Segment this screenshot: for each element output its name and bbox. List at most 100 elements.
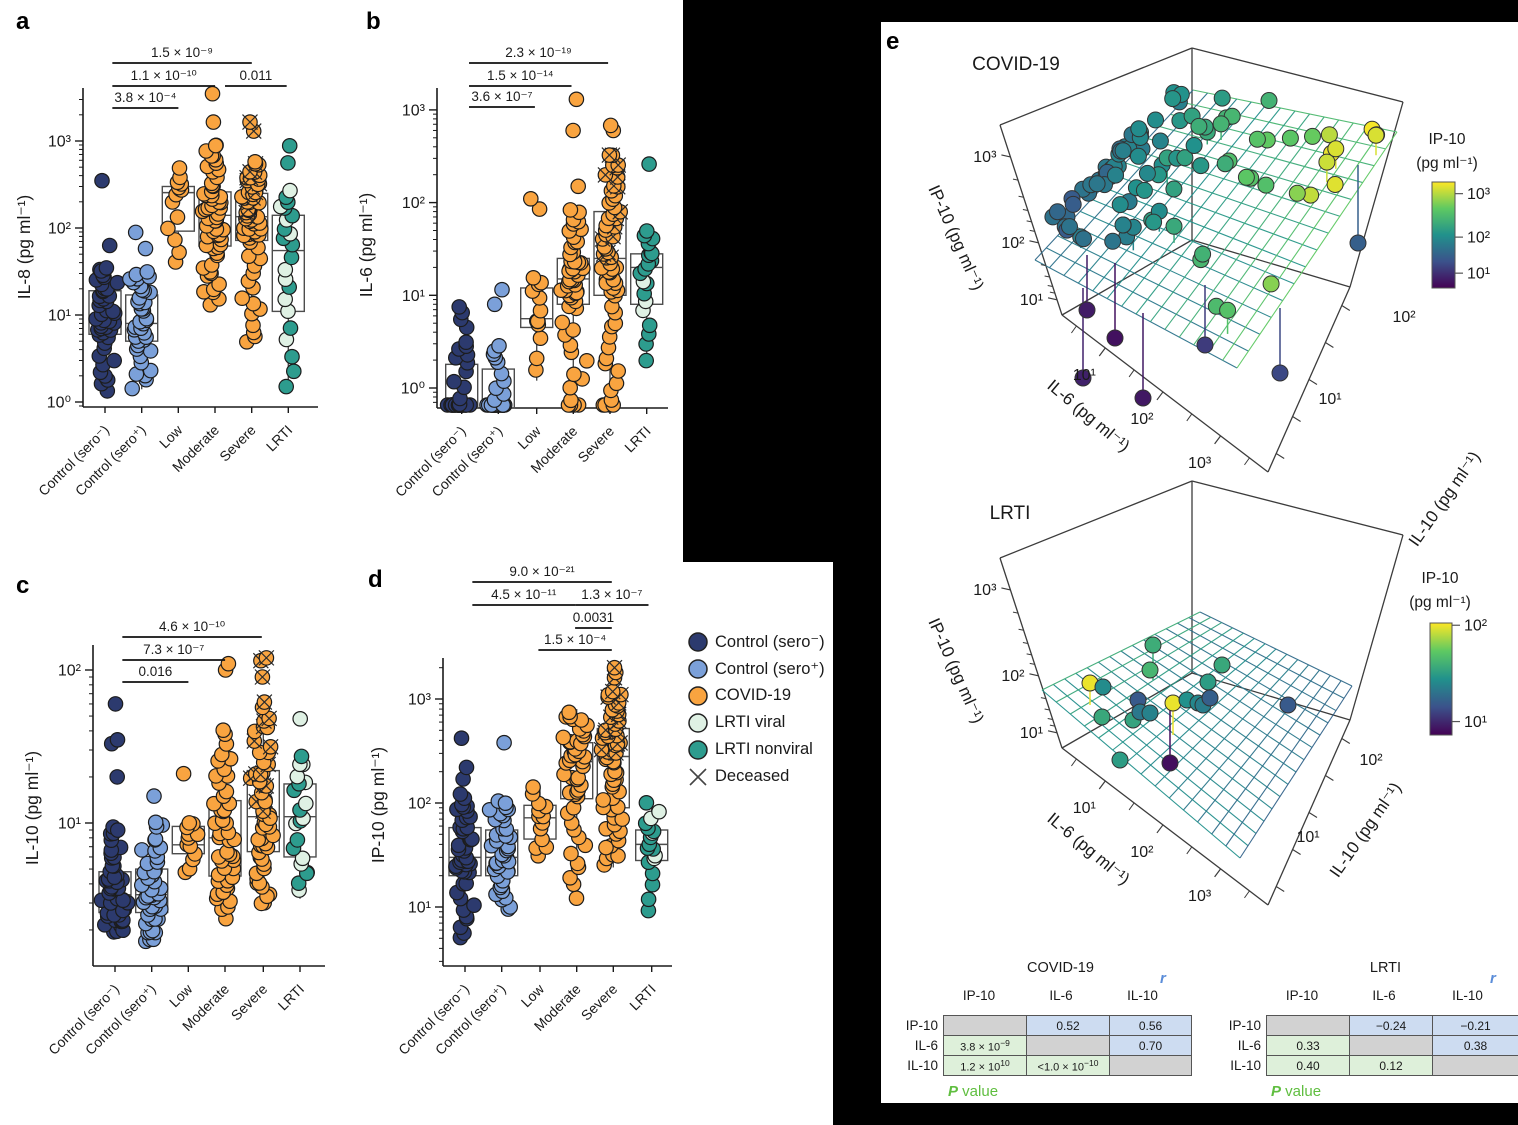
deceased-x-mark: [254, 669, 271, 685]
z-minor-tick: [1044, 275, 1050, 278]
il6-tick-label: 10¹: [1073, 367, 1096, 384]
y-axis-title: IL-8 (pg ml⁻¹): [14, 195, 34, 300]
y-tick-label: 10²: [408, 796, 432, 813]
table-title: COVID-19: [1027, 960, 1094, 976]
legend-swatch: [688, 631, 708, 652]
data-point: [566, 366, 582, 383]
x-category-label: Severe: [216, 422, 259, 465]
il10-axis-title: IL-10 (pg ml⁻¹): [1405, 448, 1484, 550]
data-point-3d: [1216, 155, 1234, 173]
legend-swatch-icon: [688, 658, 708, 679]
z-minor-tick: [1044, 708, 1050, 711]
p-value-label: P value: [948, 1083, 999, 1100]
z-tick-label: 10²: [1001, 235, 1025, 252]
data-point-3d: [1318, 153, 1336, 171]
data-point: [205, 114, 222, 130]
il10-tick: [1292, 416, 1301, 422]
legend-label: LRTI viral: [715, 713, 786, 731]
mesh-line: [1164, 116, 1325, 330]
data-point-3d: [1260, 92, 1278, 109]
mesh-line: [1098, 632, 1244, 739]
il6-minor-tick: [1071, 758, 1077, 767]
il10-tick: [1325, 775, 1334, 781]
legend-label: LRTI nonviral: [715, 740, 813, 758]
table-cell: 0.33: [1266, 1035, 1350, 1056]
colorbar-tick-label: 10²: [1467, 230, 1491, 247]
table-row-header: IP-10: [1228, 1018, 1261, 1033]
z-minor-tick: [1040, 697, 1046, 700]
data-point: [284, 348, 300, 365]
data-point: [497, 795, 514, 811]
z-minor-tick: [1049, 724, 1055, 727]
table-row-header: IL-6: [914, 1038, 938, 1053]
data-point-3d: [1327, 140, 1345, 158]
data-point: [458, 759, 475, 776]
mesh-line: [1149, 113, 1311, 323]
x-category-label: Low: [514, 422, 544, 452]
legend-swatch-icon: [688, 739, 708, 760]
z-minor-tick: [1022, 209, 1028, 211]
legend-swatch: [688, 739, 708, 760]
data-point: [101, 237, 118, 254]
mesh-line: [1197, 669, 1320, 823]
data-point: [532, 330, 549, 346]
cube-edge: [1061, 314, 1269, 473]
il10-tick: [1325, 342, 1334, 348]
data-point: [211, 276, 227, 292]
colorbar-tick-label: 10³: [1467, 186, 1491, 203]
x-category-label: Severe: [574, 423, 617, 466]
data-point-3d: [1138, 164, 1156, 182]
data-point: [204, 85, 221, 102]
pvalue-label: 7.3 × 10⁻⁷: [143, 642, 204, 657]
table-cell: −0.24: [1349, 1015, 1433, 1036]
data-point: [294, 850, 311, 867]
data-point: [181, 815, 198, 831]
il6-tick-label: 10³: [1188, 455, 1212, 472]
deceased-x-mark: [606, 659, 623, 676]
data-point: [641, 317, 658, 334]
table-cell: [1026, 1035, 1110, 1056]
pvalue-label: 1.3 × 10⁻⁷: [581, 587, 642, 602]
il10-tick-label: 10¹: [1296, 829, 1319, 846]
legend-swatch: [688, 712, 708, 733]
table-cell: 3.8 × 10−9: [943, 1035, 1027, 1056]
data-point: [289, 832, 306, 848]
il6-tick: [1156, 824, 1164, 834]
table-row-header: IP-10: [905, 1018, 938, 1033]
data-point-3d: [1134, 389, 1152, 407]
panel-label-d: d: [368, 566, 383, 593]
data-point: [640, 891, 657, 908]
deceased-x-icon: [689, 767, 707, 786]
deceased-x-mark: [258, 778, 275, 794]
pvalue-label: 3.8 × 10⁻⁴: [114, 90, 176, 105]
data-point: [139, 264, 155, 280]
data-point-3d: [1201, 689, 1219, 707]
table-cell: [1349, 1035, 1433, 1056]
cube-edge: [1191, 47, 1404, 103]
data-point: [134, 842, 150, 858]
z-tick-label: 10³: [973, 149, 997, 166]
z-tick-label: 10³: [973, 582, 997, 599]
data-point-3d: [1237, 168, 1255, 186]
il10-tick: [1308, 812, 1318, 818]
il6-minor-tick: [1244, 890, 1250, 899]
x-category-label: Low: [156, 421, 186, 451]
cube-edge: [999, 47, 1193, 126]
p-value-label: P value: [1271, 1083, 1322, 1100]
data-point-3d: [1078, 301, 1096, 319]
table-cell: 0.12: [1349, 1055, 1433, 1076]
il6-tick-label: 10³: [1188, 888, 1212, 905]
z-tick: [1047, 730, 1058, 734]
data-point: [282, 320, 299, 336]
colorbar-title: (pg ml⁻¹): [1409, 594, 1471, 611]
z-axis-title: IP-10 (pg ml⁻¹): [924, 182, 987, 293]
y-tick-label: 10²: [402, 195, 426, 212]
data-point: [285, 363, 302, 380]
z-tick: [1047, 297, 1058, 301]
mesh-line: [1178, 119, 1340, 338]
mesh-line: [1211, 675, 1331, 835]
table-col-header: IP-10: [962, 988, 996, 1003]
data-point: [562, 869, 578, 886]
correlation-table-covid: COVID-19 r IP-10 IL-6 IL-10 IP-10 0.52 0.56 IL-6…: [880, 958, 1200, 1118]
pvalue-label: 9.0 × 10⁻²¹: [509, 564, 575, 579]
